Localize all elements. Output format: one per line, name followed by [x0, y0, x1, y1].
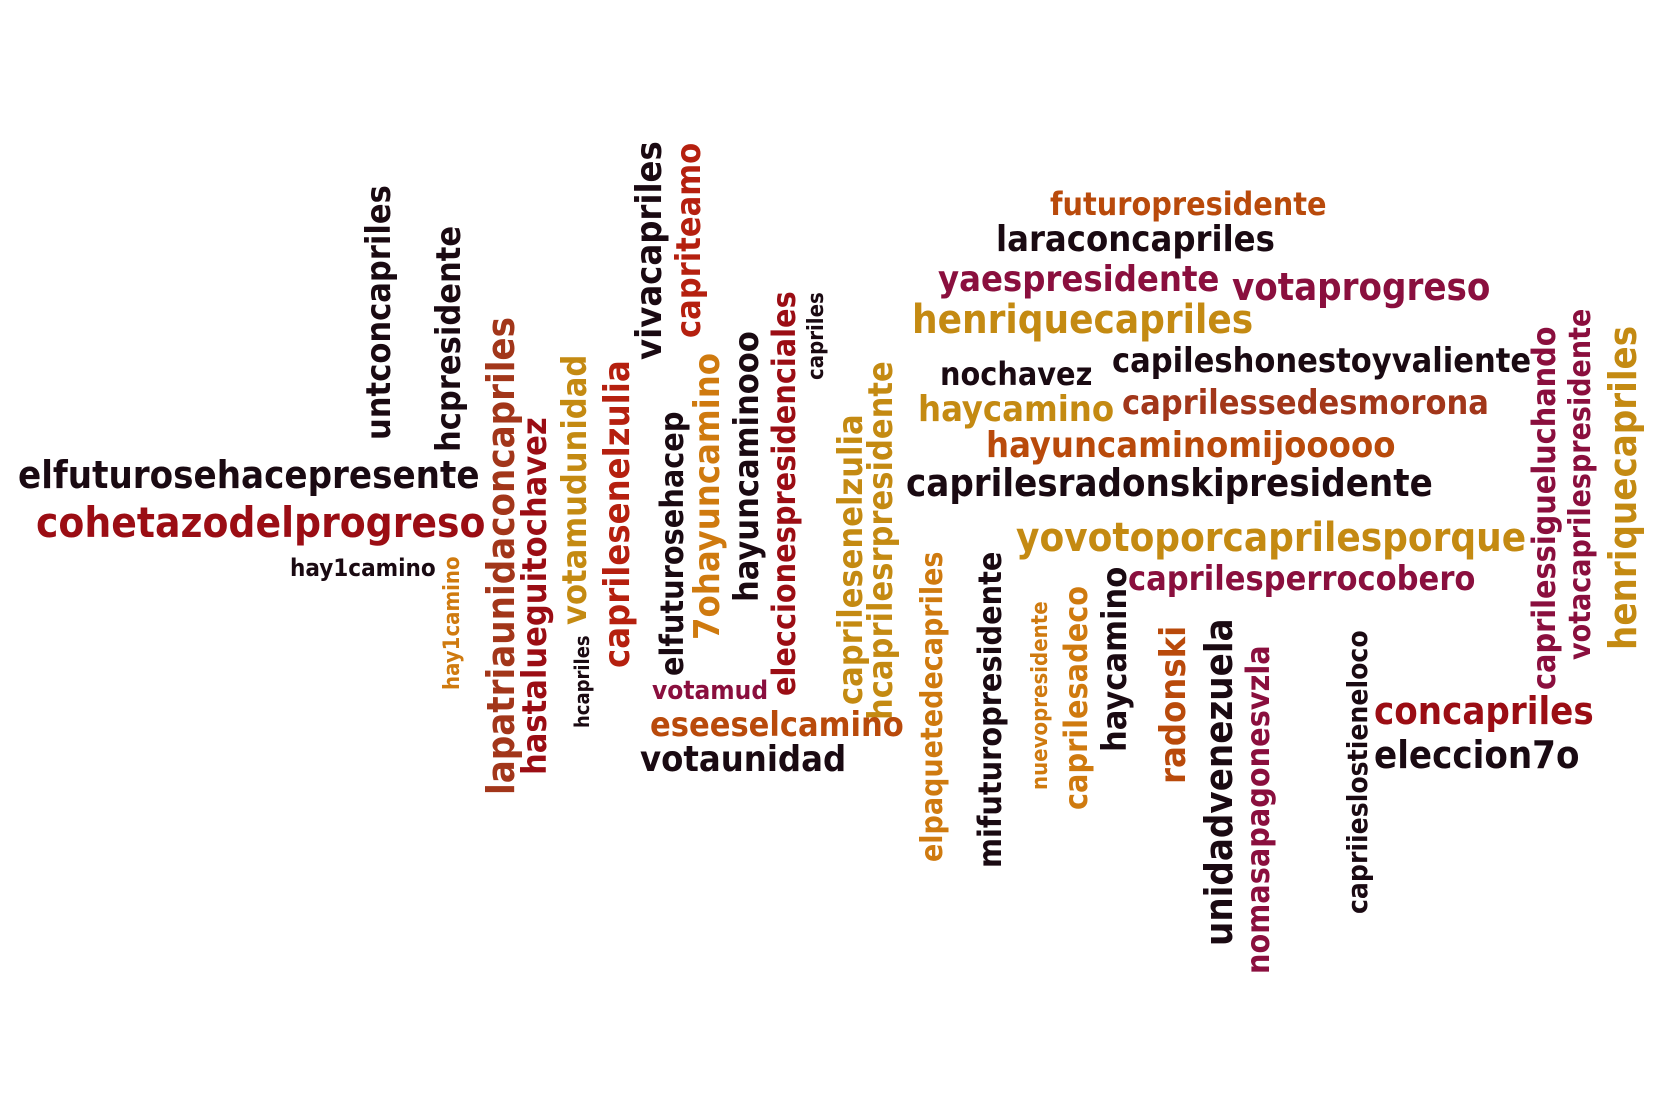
word: henriquecapriles — [1601, 325, 1645, 650]
word: capileshonestoyvaliente — [1112, 341, 1532, 381]
word: yovotoporcaprilesporque — [1016, 515, 1527, 561]
word: hastalueguitochavez — [515, 417, 555, 775]
word: hcpresidente — [429, 225, 469, 452]
word: votacaprilespresidente — [1563, 308, 1598, 660]
word: eseeselcamino — [650, 705, 904, 745]
word: hcapriles — [570, 635, 594, 728]
word: haycamino — [918, 389, 1115, 430]
word: nochavez — [940, 355, 1093, 393]
word: laraconcapriles — [996, 219, 1275, 260]
word: votamudunidad — [555, 354, 595, 625]
word: votaunidad — [640, 739, 847, 780]
word: hcaprilesrpresidente — [861, 361, 901, 720]
word: yaespresidente — [938, 259, 1220, 300]
word: vivacapriles — [629, 141, 670, 360]
word: elfuturosehacep — [653, 411, 691, 676]
word: 7ohayuncamino — [687, 352, 728, 640]
word: radonski — [1153, 625, 1194, 784]
word: votamud — [652, 676, 769, 706]
word: caprilesadeco — [1057, 585, 1095, 810]
word: hayuncaminooo — [727, 331, 767, 602]
word: eleccion7o — [1374, 733, 1580, 777]
word: caprilesperrocobero — [1128, 559, 1476, 599]
word: caprilesradonskipresidente — [906, 461, 1433, 505]
word: untconcapriles — [359, 185, 399, 440]
word: capriles — [804, 292, 829, 380]
word: cohetazodelprogreso — [36, 498, 486, 547]
word: capriieslostieneloco — [1341, 630, 1374, 914]
word: caprilessedesmorona — [1122, 383, 1489, 423]
word: votaprogreso — [1232, 265, 1491, 309]
word: hay1camino — [440, 556, 465, 690]
word: concapriles — [1374, 689, 1594, 733]
word: hay1camino — [290, 554, 436, 582]
word: capriteamo — [669, 142, 709, 338]
word: caprilessigueluchando — [1525, 326, 1563, 690]
word: nuevopresidente — [1028, 601, 1053, 790]
word: unidadvenezuela — [1197, 618, 1241, 946]
word: hayuncaminomijooooo — [986, 425, 1396, 466]
word: elfuturosehacepresente — [18, 453, 480, 497]
word: nomasapagonesvzla — [1239, 645, 1277, 974]
word: caprilesenelzulia — [597, 360, 638, 668]
word: haycamino — [1095, 566, 1135, 752]
word: eleccionespresidenciales — [765, 291, 803, 696]
word: elpaquetedecapriles — [915, 551, 950, 863]
word: henriquecapriles — [912, 297, 1254, 343]
word: futuropresidente — [1050, 185, 1327, 223]
word: mifuturopresidente — [971, 551, 1009, 868]
